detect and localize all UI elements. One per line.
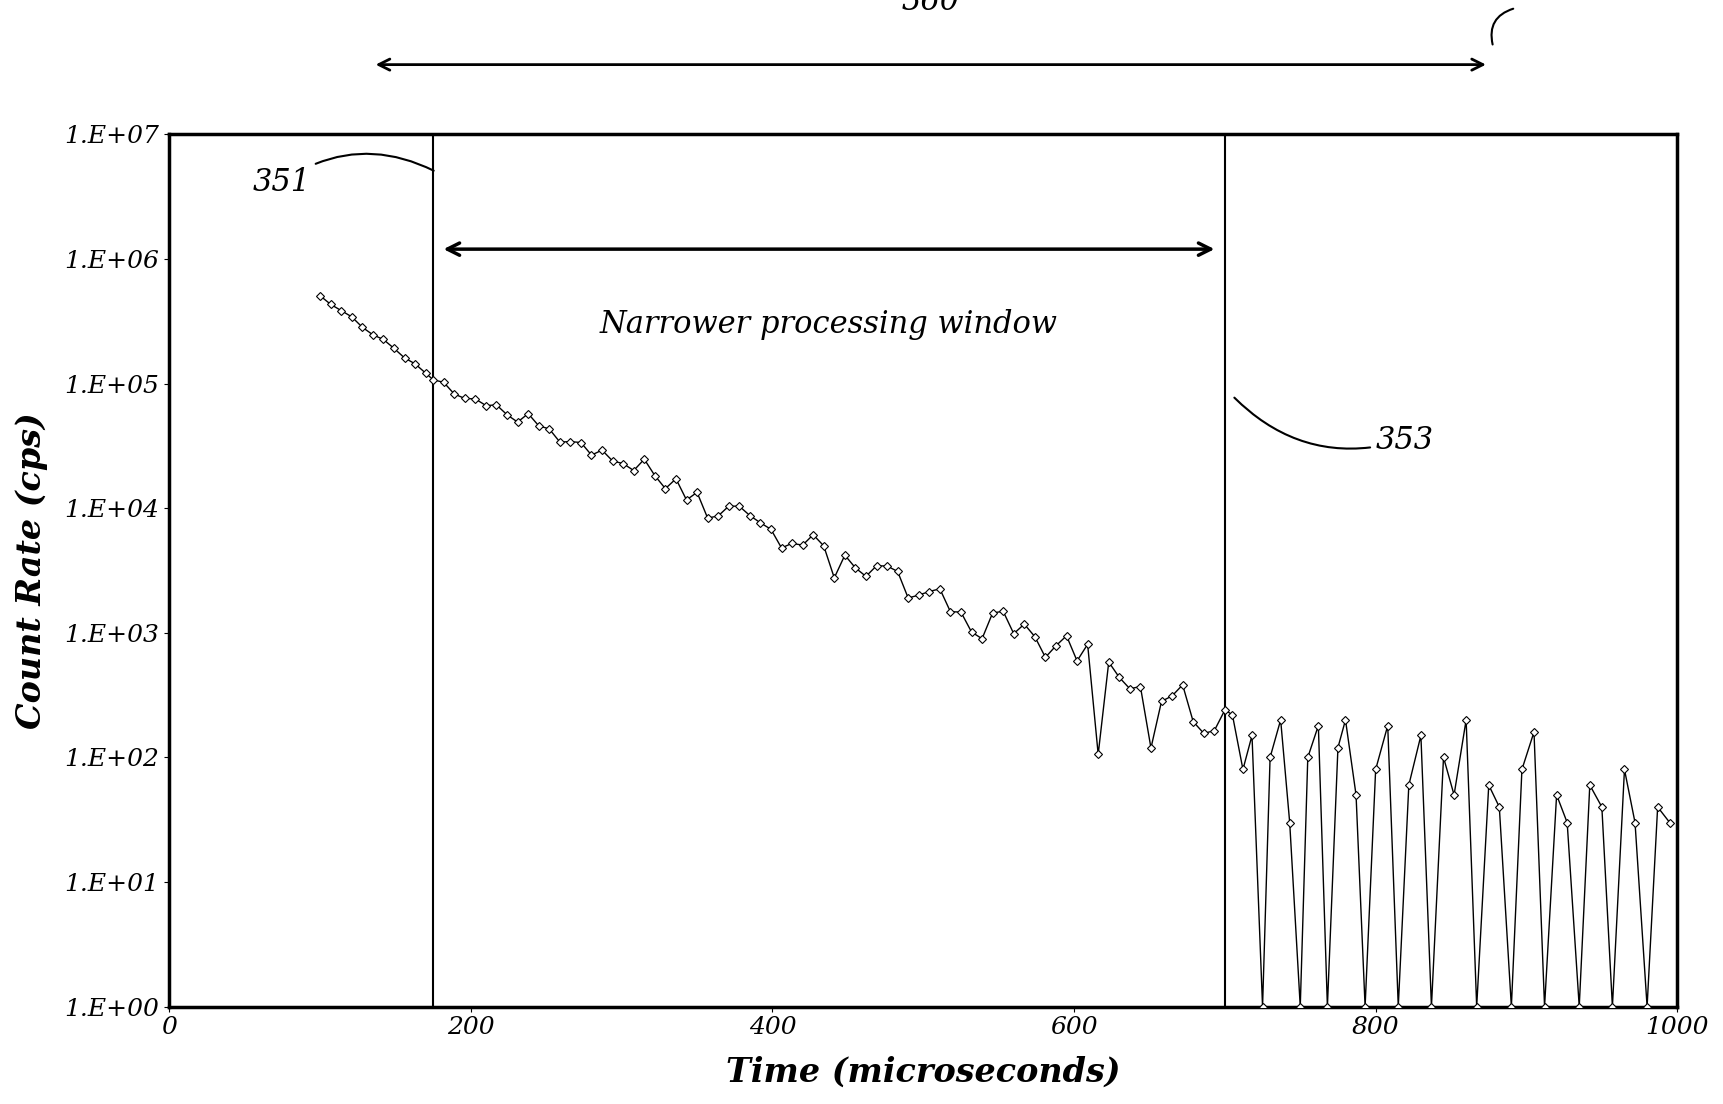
Text: 353: 353	[1234, 397, 1434, 456]
Text: 360: 360	[901, 0, 960, 17]
Text: Narrower processing window: Narrower processing window	[600, 309, 1058, 340]
X-axis label: Time (microseconds): Time (microseconds)	[725, 1057, 1120, 1089]
Y-axis label: Count Rate (cps): Count Rate (cps)	[16, 412, 48, 729]
Text: 351: 351	[252, 153, 434, 199]
